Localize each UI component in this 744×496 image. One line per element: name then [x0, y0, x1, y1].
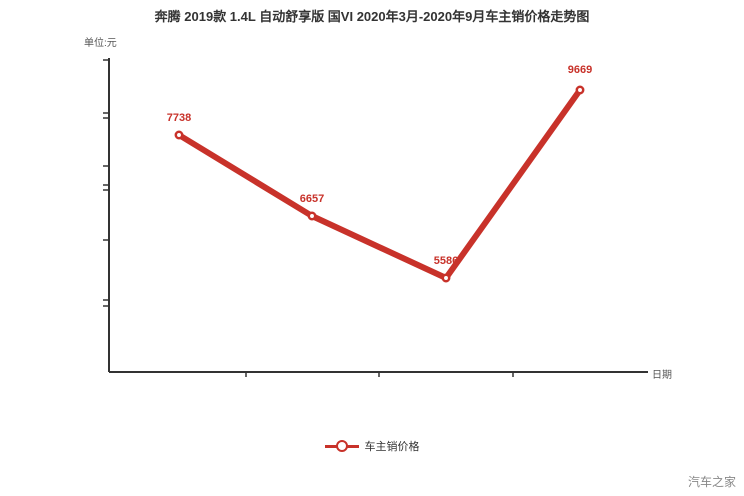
- legend-marker-icon: [324, 440, 359, 452]
- chart-title: 奔腾 2019款 1.4L 自动舒享版 国VI 2020年3月-2020年9月车…: [154, 9, 590, 24]
- chart-legend[interactable]: 车主销价格: [0, 438, 744, 454]
- x-axis-label: 日期: [652, 370, 672, 381]
- y-axis-unit-label: 单位:元: [84, 38, 117, 49]
- series-markers: [174, 85, 585, 283]
- x-axis: [109, 371, 648, 377]
- data-point-label: 7738: [166, 112, 192, 124]
- data-point-label: 6657: [299, 193, 325, 205]
- series-line: [176, 87, 583, 281]
- data-point-label: 9669: [567, 64, 593, 76]
- data-point-label: 5586: [433, 255, 459, 267]
- watermark: 汽车之家: [687, 475, 736, 489]
- y-axis: [103, 58, 110, 372]
- legend-item-label: 车主销价格: [364, 441, 420, 453]
